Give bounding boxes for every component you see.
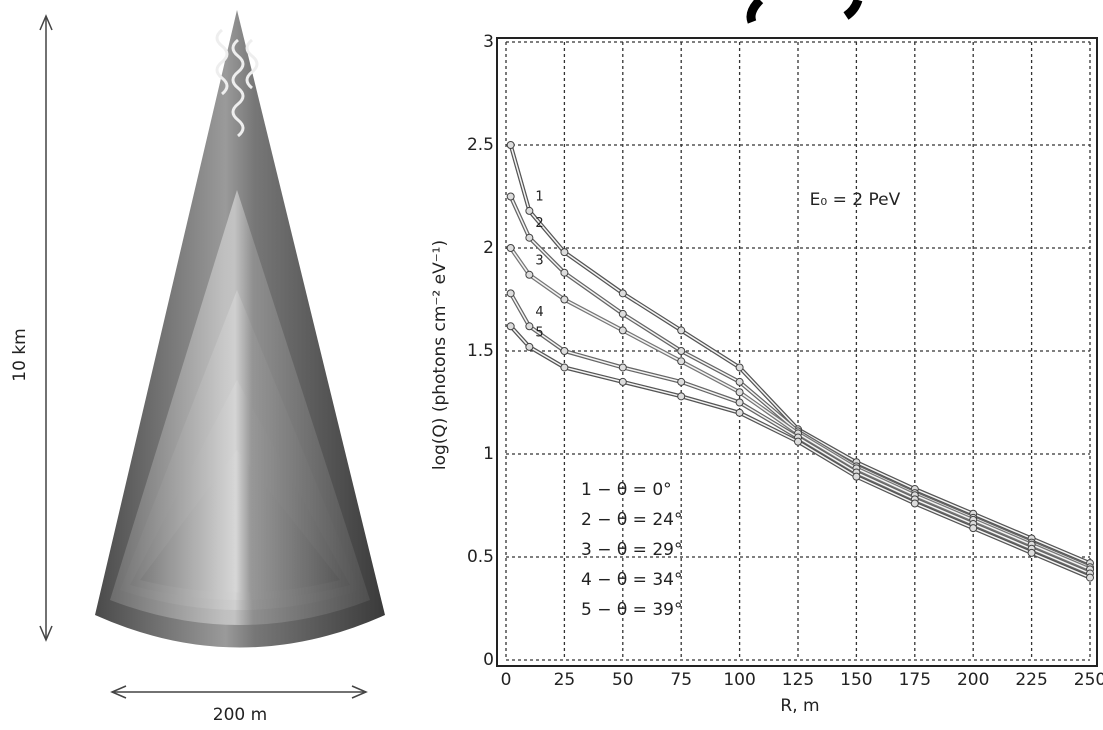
x-axis-label: R, m [780, 696, 819, 716]
x-tick-label: 200 [957, 670, 989, 690]
data-point [525, 233, 534, 242]
y-tick-label: 0 [483, 650, 494, 670]
data-point [735, 388, 744, 397]
data-point [618, 377, 627, 386]
page-fragment [746, 0, 863, 24]
curve-label: 4 [535, 305, 543, 320]
x-tick-label: 175 [899, 670, 931, 690]
y-tick-label: 3 [483, 32, 494, 52]
legend-entry: 1 − θ = 0° [581, 480, 672, 500]
data-point [618, 326, 627, 335]
x-tick-label: 150 [840, 670, 872, 690]
data-point [525, 342, 534, 351]
y-tick-label: 0.5 [467, 547, 494, 567]
data-point [560, 347, 569, 355]
data-point [560, 248, 569, 257]
data-point [506, 244, 515, 252]
data-point [852, 472, 861, 481]
data-point [794, 437, 802, 446]
data-point [677, 392, 686, 401]
legend-entry: 4 − θ = 34° [581, 570, 682, 590]
data-point [1086, 573, 1094, 582]
x-tick-label: 0 [501, 670, 512, 690]
curve-label: 1 [535, 189, 543, 204]
y-tick-label: 2 [483, 238, 494, 258]
x-tick-label: 225 [1015, 670, 1047, 690]
x-tick-label: 125 [782, 670, 814, 690]
data-point [506, 289, 515, 298]
y-axis-label: log(Q) (photons cm⁻² eV⁻¹) [430, 240, 450, 470]
wavy-lines [215, 28, 259, 138]
width-label: 200 m [213, 705, 267, 725]
series-line-core [510, 325, 1091, 579]
x-tick-label: 75 [670, 670, 692, 690]
series-line-core [509, 144, 1091, 564]
data-point [525, 322, 534, 331]
arrow-heads [110, 685, 368, 699]
curve-label: 2 [535, 216, 543, 231]
data-point [1027, 548, 1036, 557]
data-point [525, 270, 534, 279]
x-tick-label: 50 [612, 670, 634, 690]
data-point [735, 398, 744, 407]
plot-frame [496, 37, 1098, 667]
data-point [735, 363, 744, 372]
cone-layer [140, 450, 340, 593]
data-point [618, 309, 627, 318]
legend-entry: 2 − θ = 24° [581, 510, 682, 530]
data-point [618, 289, 627, 298]
data-point [735, 377, 744, 386]
height-label: 10 km [10, 328, 30, 381]
y-tick-label: 1 [483, 444, 494, 464]
y-tick-label: 2.5 [467, 135, 494, 155]
data-point [677, 326, 686, 335]
series-line-core [510, 292, 1091, 575]
data-point [560, 268, 569, 277]
data-point [560, 363, 569, 372]
curve-label: 5 [535, 325, 543, 340]
y-tick-label: 1.5 [467, 341, 494, 361]
data-point [618, 363, 627, 372]
x-tick-label: 25 [554, 670, 576, 690]
x-tick-label: 250 [1074, 670, 1103, 690]
legend-entry: 5 − θ = 39° [581, 600, 682, 620]
x-tick-label: 100 [723, 670, 755, 690]
cone-diagram: 10 km 200 m [10, 10, 385, 725]
data-point [525, 206, 534, 215]
data-point [735, 408, 744, 417]
annotation: E₀ = 2 PeV [810, 190, 901, 210]
data-point [506, 192, 515, 201]
data-point [910, 499, 919, 508]
legend-entry: 3 − θ = 29° [581, 540, 682, 560]
data-point [677, 347, 686, 355]
data-point [506, 322, 515, 331]
data-point [677, 377, 686, 386]
series-line-core [510, 247, 1091, 571]
data-point [506, 141, 515, 149]
curve-label: 3 [535, 253, 543, 268]
series-line [508, 144, 1091, 566]
arrow-heads [39, 14, 53, 642]
data-point [677, 357, 686, 366]
data-point [969, 524, 978, 533]
data-point [560, 295, 569, 304]
